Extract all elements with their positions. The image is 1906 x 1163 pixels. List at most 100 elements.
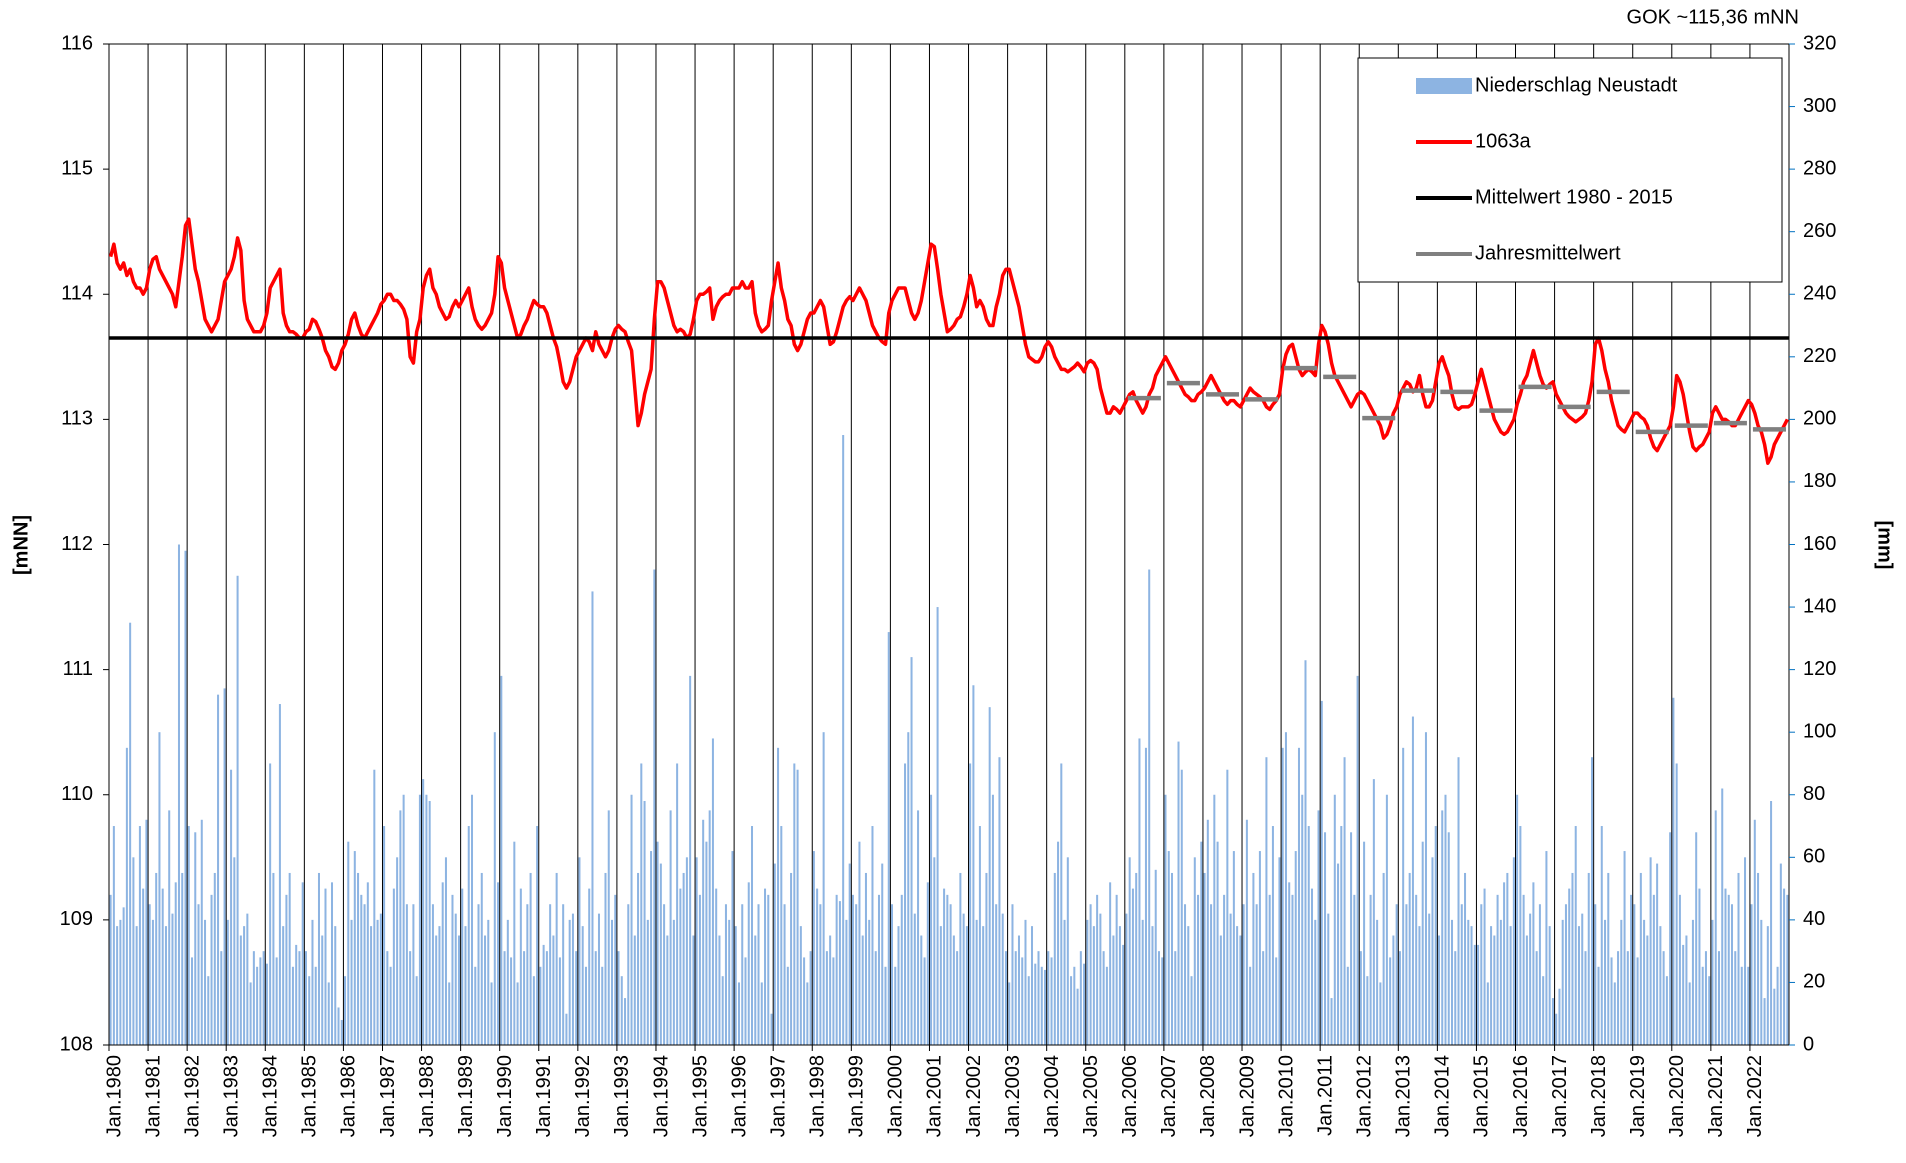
bar xyxy=(1197,894,1200,1045)
bar xyxy=(1506,872,1509,1045)
bar xyxy=(617,951,620,1045)
bar xyxy=(930,794,933,1045)
bar xyxy=(1490,926,1493,1045)
bar xyxy=(1327,913,1330,1045)
x-tick-label: Jan.2016 xyxy=(1510,1055,1532,1137)
bar xyxy=(1079,951,1082,1045)
bar xyxy=(764,888,767,1045)
bar xyxy=(1229,913,1232,1045)
bar xyxy=(321,935,324,1045)
bar xyxy=(213,872,216,1045)
bar xyxy=(1493,935,1496,1045)
bar xyxy=(360,894,363,1045)
bar xyxy=(1070,976,1073,1045)
bar xyxy=(1610,957,1613,1045)
bar xyxy=(1659,926,1662,1045)
x-tick-label: Jan.1997 xyxy=(767,1055,789,1137)
bar xyxy=(1597,966,1600,1045)
bar xyxy=(861,935,864,1045)
bar xyxy=(1623,851,1626,1045)
bar xyxy=(226,919,229,1045)
bar xyxy=(1161,957,1164,1045)
bar xyxy=(464,926,467,1045)
bar xyxy=(1434,826,1437,1045)
bar xyxy=(1190,976,1193,1045)
bar xyxy=(278,704,281,1045)
bar xyxy=(1698,888,1701,1045)
bar xyxy=(1109,882,1112,1045)
bar xyxy=(1649,857,1652,1045)
bar xyxy=(148,904,151,1045)
bar xyxy=(1076,988,1079,1045)
bar xyxy=(285,894,288,1045)
bar xyxy=(676,763,679,1045)
bar xyxy=(1395,904,1398,1045)
x-tick-label: Jan.1981 xyxy=(142,1055,164,1137)
bar xyxy=(809,951,812,1045)
bar xyxy=(109,894,112,1045)
bar xyxy=(1652,894,1655,1045)
bar xyxy=(1265,757,1268,1045)
bar xyxy=(946,894,949,1045)
bar xyxy=(1174,951,1177,1045)
bar xyxy=(1340,826,1343,1045)
bar xyxy=(1294,851,1297,1045)
bar xyxy=(340,1019,343,1045)
bar xyxy=(656,841,659,1045)
bar xyxy=(890,904,894,1045)
bar xyxy=(1278,857,1281,1045)
x-tick-label: Jan.1983 xyxy=(220,1055,242,1137)
bar xyxy=(998,757,1001,1045)
y2-tick-label: 240 xyxy=(1803,283,1836,305)
bar xyxy=(412,904,415,1045)
bar xyxy=(1727,894,1730,1045)
bar xyxy=(487,919,490,1045)
bar xyxy=(431,904,434,1045)
bar xyxy=(197,904,200,1045)
bar xyxy=(1157,951,1160,1045)
bar xyxy=(558,957,561,1045)
bar xyxy=(500,675,503,1045)
bar xyxy=(1402,747,1405,1045)
bar xyxy=(871,826,874,1045)
bar xyxy=(575,951,578,1045)
bar xyxy=(1636,957,1639,1045)
bar xyxy=(571,913,574,1045)
bar xyxy=(1281,747,1284,1045)
bar xyxy=(806,982,809,1045)
bar xyxy=(1030,926,1034,1045)
bar xyxy=(679,888,682,1045)
bar xyxy=(1047,951,1050,1045)
y2-tick-label: 180 xyxy=(1803,470,1836,492)
bar xyxy=(1740,966,1743,1045)
bar xyxy=(1620,919,1623,1045)
bar xyxy=(985,872,988,1045)
bar xyxy=(672,919,675,1045)
x-tick-label: Jan.1984 xyxy=(260,1055,282,1137)
bar xyxy=(659,863,662,1045)
bar xyxy=(1284,732,1287,1045)
legend-swatch xyxy=(1416,78,1472,94)
bar xyxy=(627,904,630,1045)
bar xyxy=(1040,966,1043,1045)
bar xyxy=(523,951,526,1045)
bar xyxy=(1770,801,1773,1045)
bar xyxy=(190,957,194,1045)
bar xyxy=(900,894,903,1045)
bar xyxy=(995,904,998,1045)
y-tick-label: 112 xyxy=(61,533,93,555)
y2-tick-label: 40 xyxy=(1803,908,1825,930)
bar xyxy=(317,872,320,1045)
bar xyxy=(816,888,819,1045)
bar xyxy=(155,872,158,1045)
y-tick-label: 108 xyxy=(60,1033,93,1055)
bar xyxy=(1773,988,1776,1045)
bar xyxy=(1750,904,1753,1045)
bar xyxy=(835,894,838,1045)
bar xyxy=(200,819,203,1045)
bar xyxy=(506,919,509,1045)
y-tick-label: 115 xyxy=(61,157,93,179)
bar xyxy=(1525,935,1528,1045)
bar xyxy=(138,826,141,1045)
bar xyxy=(1356,675,1359,1045)
